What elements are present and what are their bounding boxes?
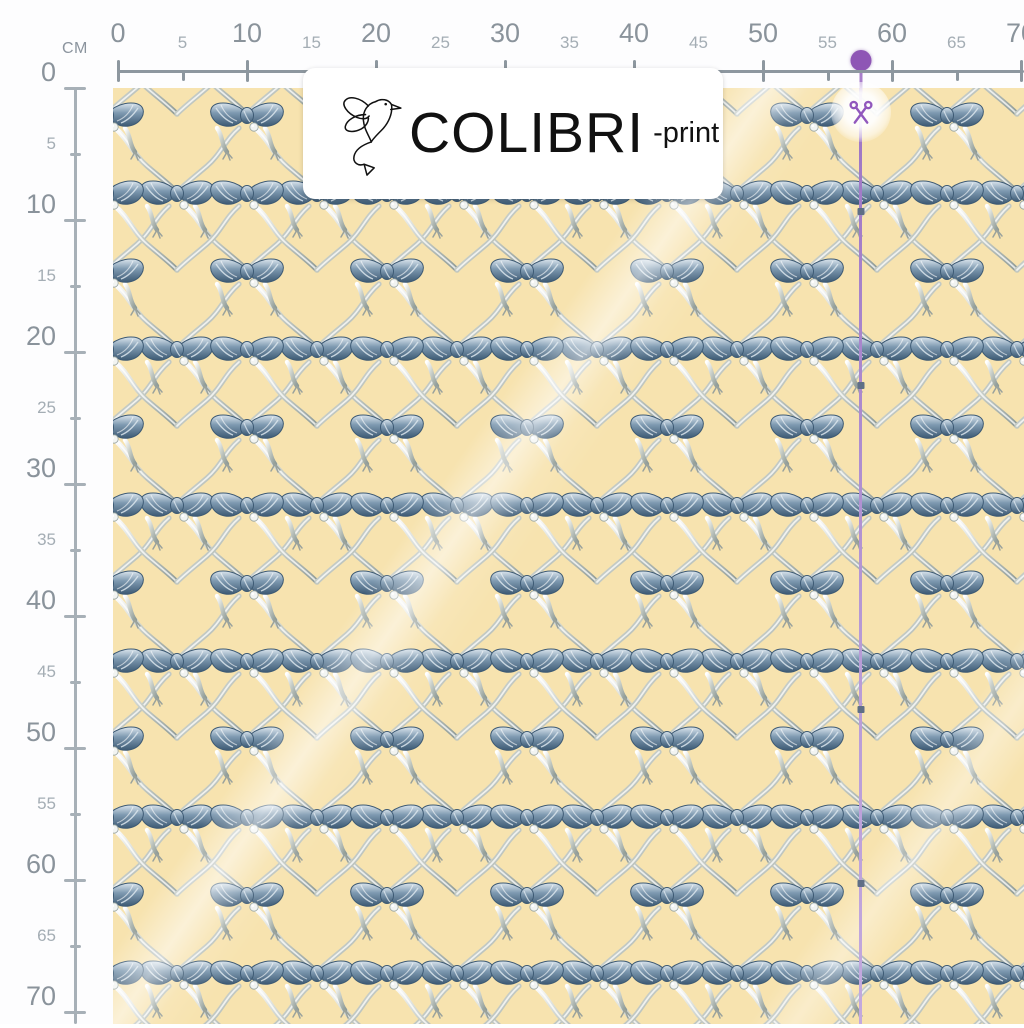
ruler-v-label-major: 70 bbox=[25, 981, 56, 1011]
ruler-v-label-minor: 15 bbox=[37, 266, 56, 285]
ruler-v-label-major: 20 bbox=[25, 321, 56, 351]
ruler-h-tick-major bbox=[117, 60, 120, 82]
brand-name: COLIBRI bbox=[409, 101, 645, 165]
ruler-v-tick-minor bbox=[70, 153, 81, 156]
cut-line[interactable] bbox=[830, 50, 891, 1024]
ruler-h-label-major: 20 bbox=[360, 18, 392, 48]
ruler-h-tick-major bbox=[891, 60, 894, 82]
ruler-v-tick-minor bbox=[70, 549, 81, 552]
ruler-h-label-major: 0 bbox=[110, 18, 126, 48]
ruler-v-label-slot: 5 bbox=[0, 134, 56, 164]
ruler-v-label-slot: 60 bbox=[0, 849, 56, 896]
ruler-v-tick-minor bbox=[70, 681, 81, 684]
ruler-h-tick-major bbox=[1020, 60, 1023, 82]
cut-line-handle[interactable] bbox=[850, 50, 871, 71]
ruler-v-label-major: 0 bbox=[40, 57, 56, 87]
ruler-h-label-minor: 45 bbox=[689, 33, 708, 52]
ruler-vertical: 0 10 20 30 40 50 60 70 5 15 25 35 45 55 65 bbox=[0, 0, 113, 1024]
ruler-h-tick-major bbox=[246, 60, 249, 82]
cut-line-node[interactable] bbox=[857, 382, 864, 389]
ruler-v-label-slot: 10 bbox=[0, 189, 56, 236]
ruler-v-label-slot: 50 bbox=[0, 717, 56, 764]
ruler-v-label-slot: 30 bbox=[0, 453, 56, 500]
ruler-v-tick-minor bbox=[70, 285, 81, 288]
ruler-v-tick-minor bbox=[70, 417, 81, 420]
ruler-v-label-slot: 15 bbox=[0, 266, 56, 296]
ruler-h-label-major: 70 bbox=[1005, 18, 1024, 48]
ruler-h-label-minor: 5 bbox=[177, 33, 188, 52]
ruler-v-label-minor: 65 bbox=[37, 926, 56, 945]
hummingbird-icon bbox=[343, 96, 402, 176]
ruler-v-label-major: 40 bbox=[25, 585, 56, 615]
ruler-h-label-minor: 25 bbox=[431, 33, 450, 52]
fabric-canvas[interactable] bbox=[113, 88, 1024, 1024]
ruler-v-tick-major bbox=[64, 879, 86, 882]
brand-logo-card[interactable]: COLIBRI -print bbox=[303, 68, 723, 199]
ruler-v-tick-major bbox=[64, 87, 86, 90]
ruler-h-tick-minor bbox=[955, 70, 959, 81]
ruler-v-label-minor: 25 bbox=[37, 398, 56, 417]
ruler-v-tick-minor bbox=[70, 945, 81, 948]
ruler-v-tick-major bbox=[64, 219, 86, 222]
ruler-h-label-minor: 65 bbox=[947, 33, 966, 52]
cut-line-node[interactable] bbox=[857, 880, 864, 887]
ruler-h-label-major: 10 bbox=[231, 18, 263, 48]
ruler-v-label-slot: 0 bbox=[0, 57, 56, 104]
ruler-h-label-minor: 55 bbox=[818, 33, 837, 52]
ruler-v-tick-minor bbox=[70, 813, 81, 816]
ruler-h-label-major: 30 bbox=[489, 18, 521, 48]
ruler-v-label-slot: 20 bbox=[0, 321, 56, 368]
ruler-v-label-slot: 70 bbox=[0, 981, 56, 1028]
ruler-v-label-major: 30 bbox=[25, 453, 56, 483]
ruler-vertical-axis bbox=[74, 88, 77, 1024]
ruler-v-tick-major bbox=[64, 747, 86, 750]
ruler-v-label-slot: 40 bbox=[0, 585, 56, 632]
ruler-v-label-slot: 55 bbox=[0, 794, 56, 824]
ruler-v-label-major: 60 bbox=[25, 849, 56, 879]
cut-line-node[interactable] bbox=[857, 208, 864, 215]
ruler-h-label-major: 40 bbox=[618, 18, 650, 48]
ruler-v-tick-major bbox=[64, 1011, 86, 1014]
ruler-h-label-minor: 15 bbox=[302, 33, 321, 52]
ruler-h-tick-minor bbox=[826, 70, 830, 81]
unit-label: CM bbox=[62, 40, 88, 57]
ruler-h-tick-minor bbox=[181, 70, 185, 81]
fabric-pattern bbox=[113, 88, 1024, 1024]
brand-suffix: -print bbox=[653, 117, 720, 149]
ruler-v-label-major: 10 bbox=[25, 189, 56, 219]
ruler-v-label-slot: 25 bbox=[0, 398, 56, 428]
ruler-h-label-minor: 35 bbox=[560, 33, 579, 52]
ruler-v-label-slot: 35 bbox=[0, 530, 56, 560]
ruler-v-label-minor: 35 bbox=[37, 530, 56, 549]
ruler-h-label-major: 50 bbox=[747, 18, 779, 48]
ruler-v-tick-major bbox=[64, 351, 86, 354]
scissors-icon[interactable] bbox=[830, 82, 891, 142]
ruler-h-label-major: 60 bbox=[876, 18, 908, 48]
cut-line-stem bbox=[859, 68, 862, 94]
ruler-v-label-minor: 55 bbox=[37, 794, 56, 813]
ruler-v-tick-major bbox=[64, 483, 86, 486]
ruler-h-tick-major bbox=[762, 60, 765, 82]
ruler-v-label-minor: 45 bbox=[37, 662, 56, 681]
ruler-v-label-major: 50 bbox=[25, 717, 56, 747]
ruler-v-label-slot: 65 bbox=[0, 926, 56, 956]
cut-line-node[interactable] bbox=[857, 706, 864, 713]
ruler-v-label-slot: 45 bbox=[0, 662, 56, 692]
ruler-v-label-minor: 5 bbox=[46, 134, 56, 153]
ruler-v-tick-major bbox=[64, 615, 86, 618]
